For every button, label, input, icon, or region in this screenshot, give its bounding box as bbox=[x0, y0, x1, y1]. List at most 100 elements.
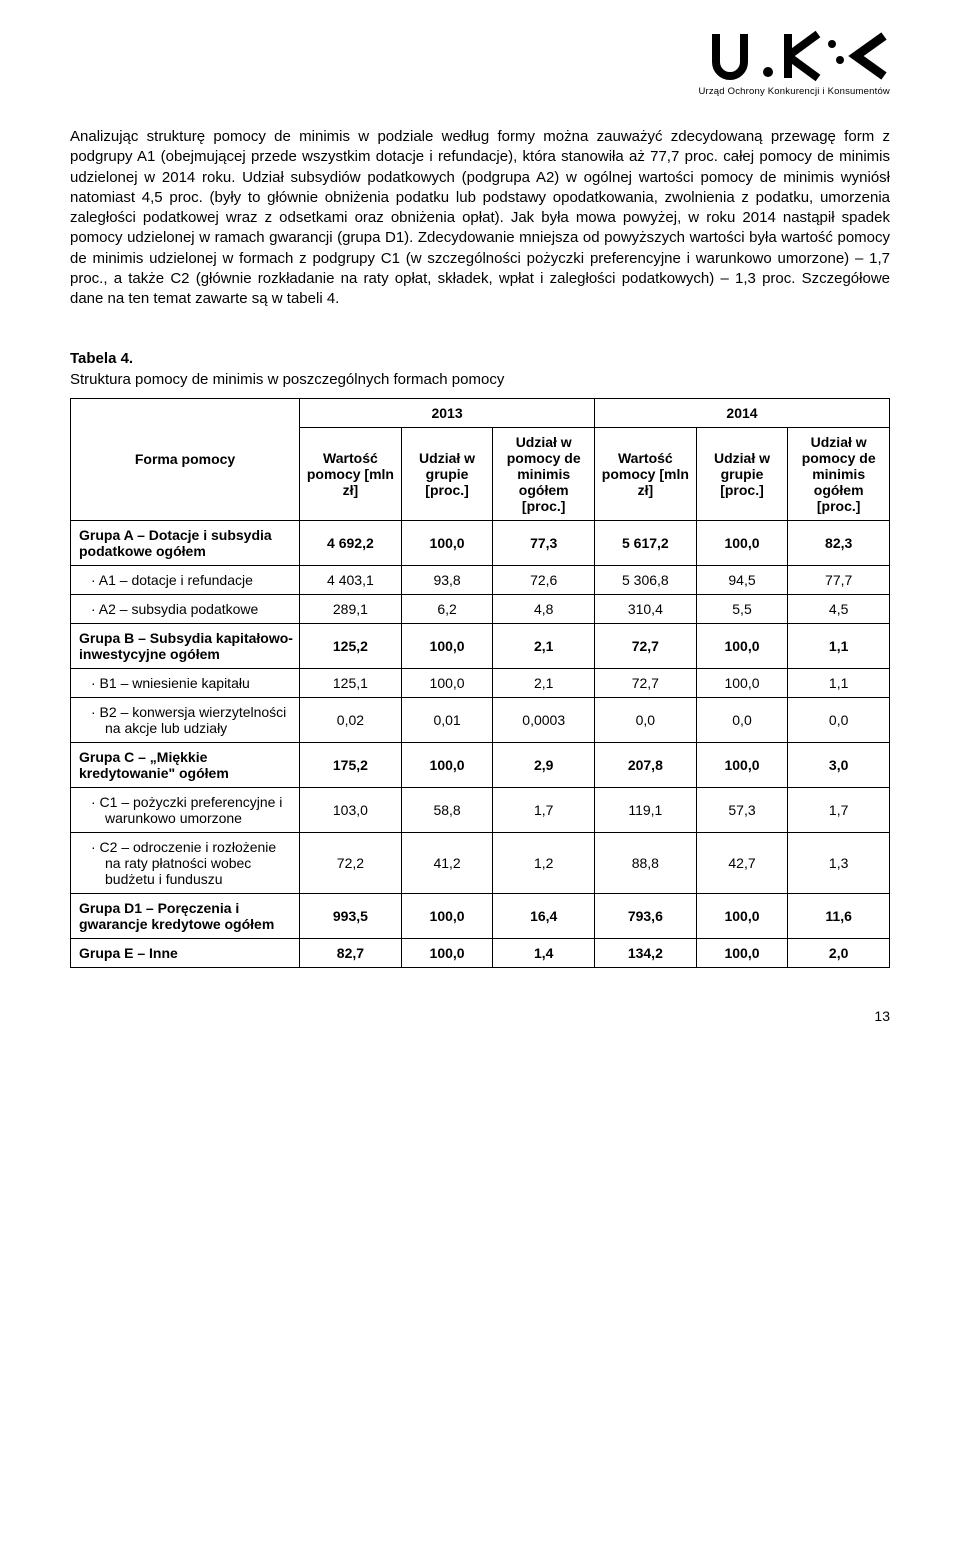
row-label: · C1 – pożyczki preferencyjne i warunkow… bbox=[71, 787, 300, 832]
cell-value: 2,0 bbox=[788, 938, 890, 967]
cell-value: 1,4 bbox=[493, 938, 595, 967]
cell-value: 72,2 bbox=[300, 832, 402, 893]
cell-value: 100,0 bbox=[401, 893, 493, 938]
cell-value: 41,2 bbox=[401, 832, 493, 893]
cell-value: 5 617,2 bbox=[595, 520, 697, 565]
col-header-year-2014: 2014 bbox=[595, 398, 890, 427]
cell-value: 0,02 bbox=[300, 697, 402, 742]
row-label: · A2 – subsydia podatkowe bbox=[71, 594, 300, 623]
cell-value: 1,7 bbox=[493, 787, 595, 832]
cell-value: 125,1 bbox=[300, 668, 402, 697]
page-container: Urząd Ochrony Konkurencji i Konsumentów … bbox=[0, 0, 960, 1064]
table-row: Grupa C – „Miękkie kredytowanie" ogółem1… bbox=[71, 742, 890, 787]
uokik-logo-icon bbox=[698, 30, 890, 82]
cell-value: 103,0 bbox=[300, 787, 402, 832]
logo-subtitle: Urząd Ochrony Konkurencji i Konsumentów bbox=[698, 86, 890, 97]
cell-value: 100,0 bbox=[696, 742, 788, 787]
cell-value: 1,2 bbox=[493, 832, 595, 893]
cell-value: 5 306,8 bbox=[595, 565, 697, 594]
cell-value: 793,6 bbox=[595, 893, 697, 938]
cell-value: 94,5 bbox=[696, 565, 788, 594]
cell-value: 100,0 bbox=[696, 893, 788, 938]
cell-value: 72,7 bbox=[595, 623, 697, 668]
cell-value: 72,7 bbox=[595, 668, 697, 697]
cell-value: 11,6 bbox=[788, 893, 890, 938]
cell-value: 93,8 bbox=[401, 565, 493, 594]
cell-value: 4 403,1 bbox=[300, 565, 402, 594]
row-label: Grupa A – Dotacje i subsydia podatkowe o… bbox=[71, 520, 300, 565]
cell-value: 1,1 bbox=[788, 623, 890, 668]
cell-value: 16,4 bbox=[493, 893, 595, 938]
cell-value: 82,3 bbox=[788, 520, 890, 565]
cell-value: 0,0 bbox=[696, 697, 788, 742]
cell-value: 1,7 bbox=[788, 787, 890, 832]
table-row: Grupa E – Inne82,7100,01,4134,2100,02,0 bbox=[71, 938, 890, 967]
cell-value: 207,8 bbox=[595, 742, 697, 787]
cell-value: 0,0 bbox=[595, 697, 697, 742]
cell-value: 6,2 bbox=[401, 594, 493, 623]
cell-value: 4 692,2 bbox=[300, 520, 402, 565]
col-header-year-2013: 2013 bbox=[300, 398, 595, 427]
col-header: Wartość pomocy [mln zł] bbox=[300, 427, 402, 520]
cell-value: 5,5 bbox=[696, 594, 788, 623]
col-header: Udział w grupie [proc.] bbox=[696, 427, 788, 520]
table-caption-bold: Tabela 4. bbox=[70, 350, 133, 367]
cell-value: 2,1 bbox=[493, 623, 595, 668]
cell-value: 125,2 bbox=[300, 623, 402, 668]
table-row: · B1 – wniesienie kapitału125,1100,02,17… bbox=[71, 668, 890, 697]
body-paragraph: Analizując strukturę pomocy de minimis w… bbox=[70, 127, 890, 309]
col-header: Udział w pomocy de minimis ogółem [proc.… bbox=[493, 427, 595, 520]
cell-value: 3,0 bbox=[788, 742, 890, 787]
table-row: · A2 – subsydia podatkowe289,16,24,8310,… bbox=[71, 594, 890, 623]
cell-value: 0,0003 bbox=[493, 697, 595, 742]
structure-table: Forma pomocy 2013 2014 Wartość pomocy [m… bbox=[70, 398, 890, 968]
page-number: 13 bbox=[70, 1008, 890, 1024]
row-label: · B2 – konwersja wierzytelności na akcje… bbox=[71, 697, 300, 742]
cell-value: 4,8 bbox=[493, 594, 595, 623]
cell-value: 100,0 bbox=[696, 520, 788, 565]
logo-block: Urząd Ochrony Konkurencji i Konsumentów bbox=[698, 30, 890, 97]
table-row: · C2 – odroczenie i rozłożenie na raty p… bbox=[71, 832, 890, 893]
cell-value: 100,0 bbox=[401, 623, 493, 668]
cell-value: 100,0 bbox=[696, 623, 788, 668]
cell-value: 100,0 bbox=[401, 520, 493, 565]
cell-value: 0,01 bbox=[401, 697, 493, 742]
cell-value: 100,0 bbox=[401, 742, 493, 787]
cell-value: 82,7 bbox=[300, 938, 402, 967]
cell-value: 77,3 bbox=[493, 520, 595, 565]
cell-value: 100,0 bbox=[696, 938, 788, 967]
row-label: · C2 – odroczenie i rozłożenie na raty p… bbox=[71, 832, 300, 893]
cell-value: 77,7 bbox=[788, 565, 890, 594]
cell-value: 119,1 bbox=[595, 787, 697, 832]
cell-value: 1,1 bbox=[788, 668, 890, 697]
cell-value: 100,0 bbox=[401, 938, 493, 967]
cell-value: 4,5 bbox=[788, 594, 890, 623]
table-row: Grupa A – Dotacje i subsydia podatkowe o… bbox=[71, 520, 890, 565]
cell-value: 57,3 bbox=[696, 787, 788, 832]
cell-value: 0,0 bbox=[788, 697, 890, 742]
cell-value: 100,0 bbox=[401, 668, 493, 697]
table-caption-rest: Struktura pomocy de minimis w poszczegól… bbox=[70, 371, 504, 388]
cell-value: 58,8 bbox=[401, 787, 493, 832]
cell-value: 42,7 bbox=[696, 832, 788, 893]
cell-value: 2,9 bbox=[493, 742, 595, 787]
cell-value: 175,2 bbox=[300, 742, 402, 787]
row-label: · B1 – wniesienie kapitału bbox=[71, 668, 300, 697]
table-year-row: Forma pomocy 2013 2014 bbox=[71, 398, 890, 427]
cell-value: 2,1 bbox=[493, 668, 595, 697]
table-row: · C1 – pożyczki preferencyjne i warunkow… bbox=[71, 787, 890, 832]
table-row: Grupa B – Subsydia kapitałowo-inwestycyj… bbox=[71, 623, 890, 668]
col-header: Udział w grupie [proc.] bbox=[401, 427, 493, 520]
row-label: Grupa E – Inne bbox=[71, 938, 300, 967]
row-label: Grupa B – Subsydia kapitałowo-inwestycyj… bbox=[71, 623, 300, 668]
row-label: · A1 – dotacje i refundacje bbox=[71, 565, 300, 594]
cell-value: 289,1 bbox=[300, 594, 402, 623]
col-header: Udział w pomocy de minimis ogółem [proc.… bbox=[788, 427, 890, 520]
cell-value: 993,5 bbox=[300, 893, 402, 938]
table-caption: Tabela 4. Struktura pomocy de minimis w … bbox=[70, 349, 890, 390]
cell-value: 88,8 bbox=[595, 832, 697, 893]
cell-value: 310,4 bbox=[595, 594, 697, 623]
page-header: Urząd Ochrony Konkurencji i Konsumentów bbox=[70, 30, 890, 97]
cell-value: 72,6 bbox=[493, 565, 595, 594]
table-row: · B2 – konwersja wierzytelności na akcje… bbox=[71, 697, 890, 742]
